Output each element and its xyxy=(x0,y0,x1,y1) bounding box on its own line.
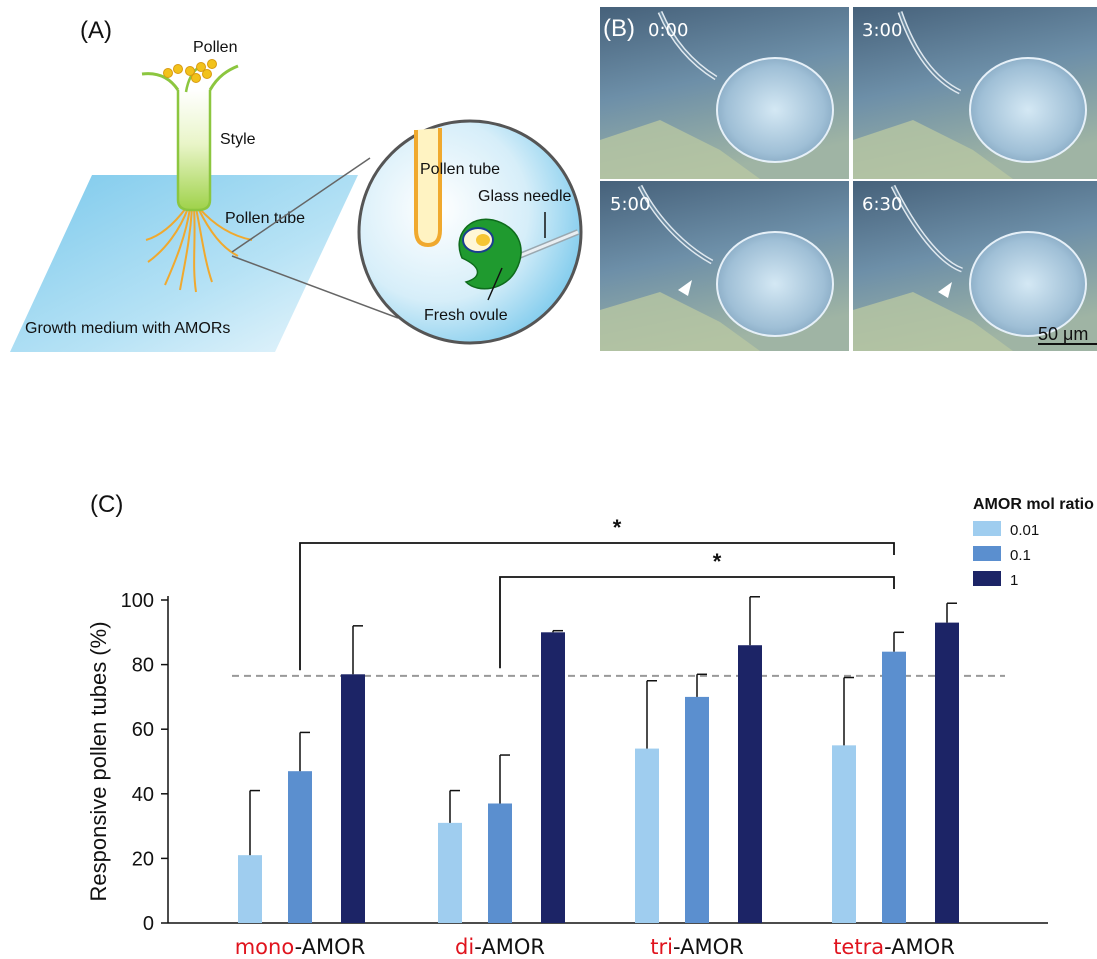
micrograph-1 xyxy=(853,7,1097,179)
glass-needle-label: Glass needle xyxy=(478,188,571,205)
growth-medium-label: Growth medium with AMORs xyxy=(25,320,230,337)
panel-a-label: (A) xyxy=(80,17,112,44)
legend: AMOR mol ratio 0.01 0.1 1 xyxy=(973,496,1094,589)
timepoint-label: 3:00 xyxy=(862,20,902,41)
bar xyxy=(882,651,906,923)
category-label: tri-AMOR xyxy=(650,935,743,959)
timepoint-label: 0:00 xyxy=(648,20,688,41)
y-tick-label: 60 xyxy=(132,719,154,741)
arrowhead-marker xyxy=(938,282,952,298)
pollen-tube-zoom-label: Pollen tube xyxy=(420,161,500,178)
legend-label: 0.1 xyxy=(1010,547,1031,564)
bar xyxy=(935,622,959,923)
panel-c: (C) 0 20 40 60 80 100 Responsive pollen tubes … xyxy=(86,491,1094,959)
category-label: di-AMOR xyxy=(455,935,545,959)
micrograph-3 xyxy=(853,181,1097,351)
category-label: mono-AMOR xyxy=(235,935,366,959)
y-axis-label: Responsive pollen tubes (%) xyxy=(86,621,111,901)
bar xyxy=(288,771,312,923)
fresh-ovule-label: Fresh ovule xyxy=(424,307,508,324)
y-tick-label: 0 xyxy=(143,913,154,935)
bar xyxy=(685,696,709,923)
timepoint-label: 6:30 xyxy=(862,194,902,215)
bar xyxy=(238,855,262,923)
zoom-connector-bottom xyxy=(231,255,399,319)
arrowhead-marker xyxy=(678,280,692,296)
legend-label: 1 xyxy=(1010,572,1018,589)
legend-swatch xyxy=(973,521,1001,536)
micrograph-0 xyxy=(600,7,849,179)
pollen-tubes-bundle xyxy=(145,207,253,293)
legend-label: 0.01 xyxy=(1010,522,1039,539)
y-tick-label: 100 xyxy=(121,590,154,612)
panel-b: (B) 0:00 3:00 5:00 6:30 50 μm xyxy=(600,7,1097,351)
bar xyxy=(438,822,462,923)
y-tick-label: 20 xyxy=(132,848,154,870)
pollen-tube-label: Pollen tube xyxy=(225,210,305,227)
pollen-grains xyxy=(163,59,217,83)
significance-bracket xyxy=(299,542,895,671)
bar xyxy=(488,803,512,923)
legend-title: AMOR mol ratio xyxy=(973,496,1094,513)
zoom-circle xyxy=(357,119,583,345)
bar xyxy=(738,645,762,923)
bar xyxy=(635,748,659,923)
bar-chart: 0 20 40 60 80 100 Responsive pollen tubes (%) m… xyxy=(86,515,1048,959)
y-tick-label: 80 xyxy=(132,655,154,677)
panel-b-label: (B) xyxy=(603,15,635,42)
legend-swatch xyxy=(973,571,1001,586)
legend-swatch xyxy=(973,546,1001,561)
bar xyxy=(832,745,856,923)
scale-bar-label: 50 μm xyxy=(1038,324,1088,344)
category-label: tetra-AMOR xyxy=(833,935,955,959)
panel-a: (A) Pollen Style Pollen tube Growth med xyxy=(10,17,583,352)
significance-marker: * xyxy=(713,549,722,574)
pollen-label: Pollen xyxy=(193,39,237,56)
bar xyxy=(541,632,565,923)
timepoint-label: 5:00 xyxy=(610,194,650,215)
significance-bracket xyxy=(499,576,895,669)
y-tick-label: 40 xyxy=(132,784,154,806)
zoom-connector-top xyxy=(231,157,371,253)
micrograph-2 xyxy=(600,181,849,351)
panel-c-label: (C) xyxy=(90,491,123,518)
style-organ xyxy=(141,64,239,212)
bar xyxy=(341,674,365,923)
significance-marker: * xyxy=(613,515,622,540)
style-label: Style xyxy=(220,131,256,148)
